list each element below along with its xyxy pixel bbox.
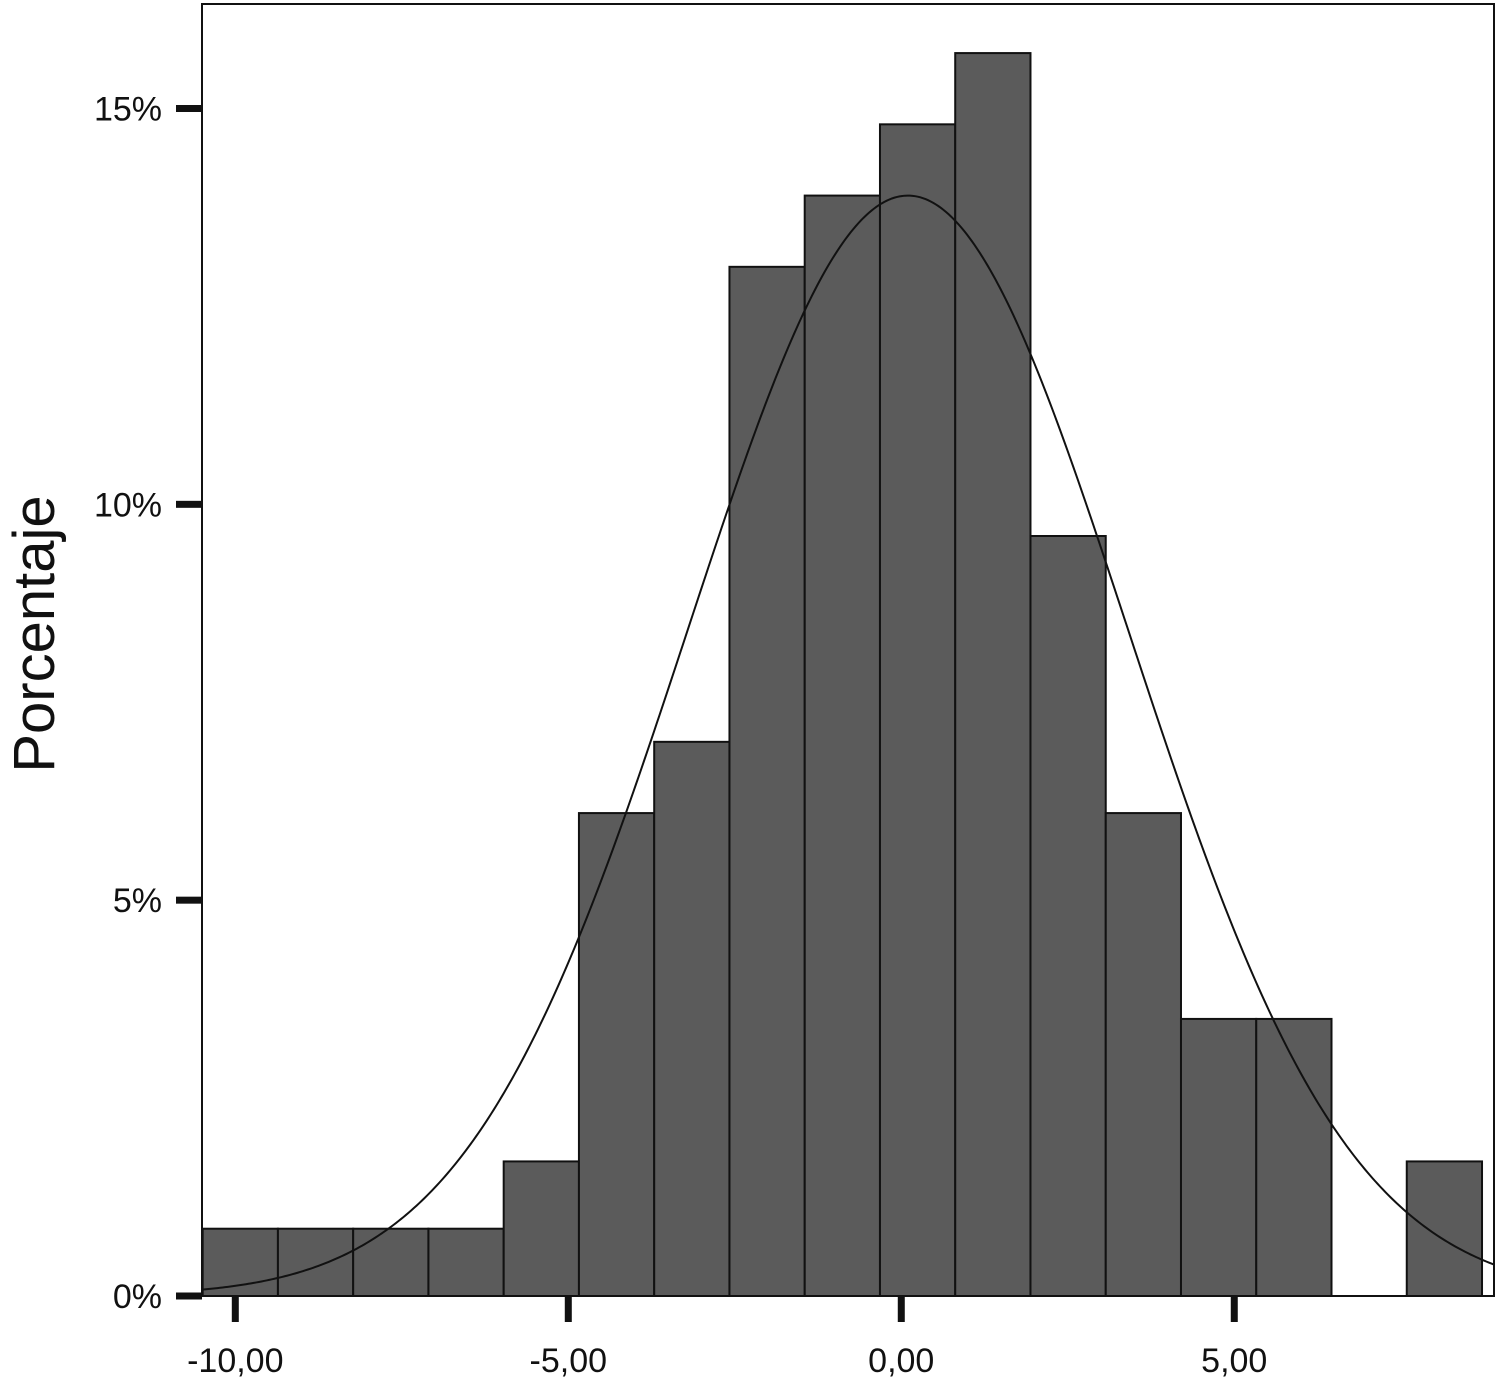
x-tick-label: 5,00 bbox=[1201, 1342, 1267, 1380]
histogram-bar-12 bbox=[1029, 535, 1107, 1297]
x-tick-mark bbox=[1230, 1296, 1238, 1322]
histogram-bar-13 bbox=[1104, 812, 1182, 1298]
plot-frame bbox=[201, 3, 1495, 1297]
y-tick-label: 10% bbox=[94, 486, 162, 524]
histogram-bar-9 bbox=[803, 194, 881, 1298]
x-axis: -10,00 -5,00 0,00 5,00 bbox=[187, 1296, 1267, 1380]
histogram-bar-10 bbox=[878, 123, 957, 1298]
y-tick-label: 0% bbox=[113, 1278, 162, 1316]
histogram-bar-6 bbox=[577, 812, 656, 1298]
x-tick-mark bbox=[897, 1296, 905, 1322]
histogram-bar-5 bbox=[502, 1160, 580, 1298]
bars-layer bbox=[201, 52, 1484, 1298]
histogram-bar-3 bbox=[352, 1227, 430, 1297]
x-tick-label: 0,00 bbox=[868, 1342, 934, 1380]
y-axis: 0% 5% 10% 15% bbox=[94, 91, 202, 1316]
x-tick-label: -10,00 bbox=[187, 1342, 283, 1380]
y-tick-label: 15% bbox=[94, 91, 162, 129]
histogram-bar-7 bbox=[653, 740, 731, 1297]
histogram-bar-2 bbox=[276, 1227, 355, 1297]
y-tick-label: 5% bbox=[113, 882, 162, 920]
y-tick-mark bbox=[176, 1292, 202, 1300]
histogram-bar-17 bbox=[1405, 1160, 1484, 1298]
x-tick-mark bbox=[564, 1296, 572, 1322]
histogram-bar-11 bbox=[954, 52, 1032, 1298]
histogram-bar-14 bbox=[1179, 1017, 1258, 1297]
histogram-bar-15 bbox=[1255, 1017, 1333, 1297]
y-axis-title: Porcentaje bbox=[2, 495, 67, 772]
y-tick-mark bbox=[176, 896, 202, 904]
y-tick-mark bbox=[176, 105, 202, 112]
histogram-bar-8 bbox=[728, 265, 806, 1298]
y-tick-mark bbox=[176, 500, 202, 508]
x-tick-mark bbox=[231, 1296, 239, 1322]
normal-curve bbox=[201, 194, 1495, 1291]
histogram-bar-4 bbox=[427, 1227, 505, 1297]
x-tick-label: -5,00 bbox=[530, 1342, 608, 1380]
